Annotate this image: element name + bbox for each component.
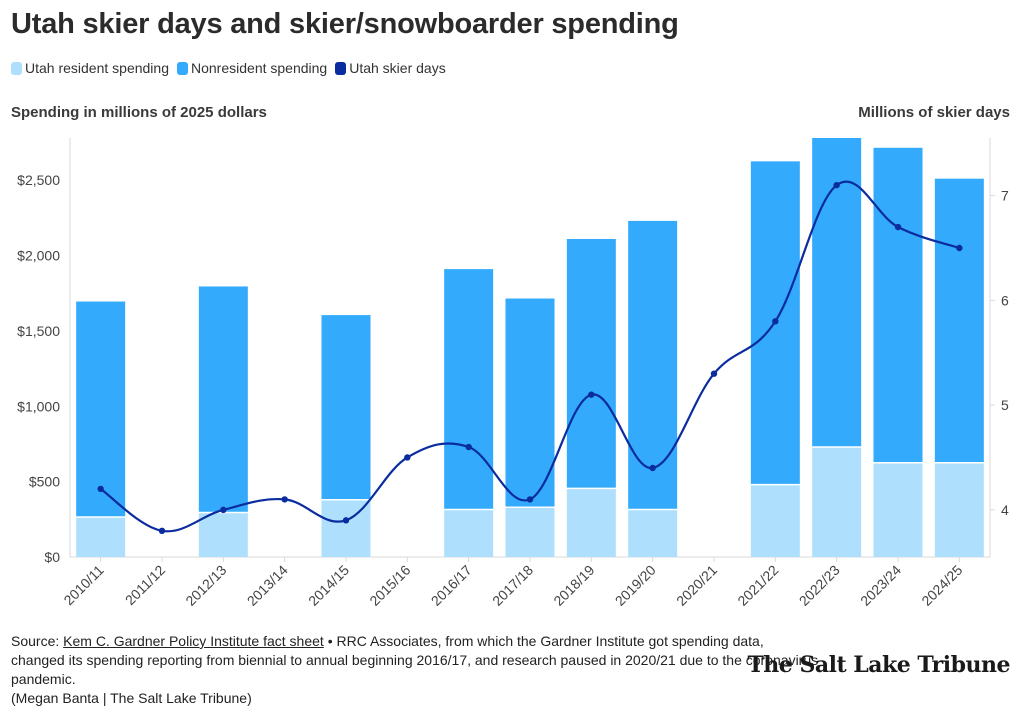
bar-resident (444, 509, 494, 557)
source-text: • RRC Associates, from which the Gardner… (11, 633, 819, 687)
bar-nonresident (628, 220, 678, 510)
skier-days-point (158, 527, 166, 535)
legend-swatch-nonresident (177, 61, 188, 75)
bar-nonresident (812, 138, 862, 447)
legend-label-nonresident: Nonresident spending (191, 60, 328, 76)
legend-item-nonresident: Nonresident spending (177, 60, 327, 76)
left-tick-label: $0 (44, 549, 60, 565)
x-tick-label: 2022/23 (796, 562, 843, 609)
legend-swatch-resident (11, 61, 22, 75)
skier-days-point (526, 496, 534, 503)
x-tick-label: 2023/24 (857, 562, 904, 609)
bar-nonresident (321, 315, 371, 500)
skier-days-point (649, 464, 656, 472)
source-prefix: Source: (11, 633, 64, 649)
bar-resident (505, 507, 555, 557)
left-tick-label: $2,500 (17, 172, 60, 188)
legend-swatch-skier-days (335, 61, 347, 75)
skier-days-point (97, 485, 104, 493)
skier-days-point (894, 223, 902, 231)
line-layer (97, 180, 963, 535)
x-tick-label: 2024/25 (918, 562, 965, 609)
skier-days-point (588, 391, 595, 398)
footer: Source: Kem C. Gardner Policy Institute … (11, 632, 821, 708)
right-tick-label: 6 (1001, 292, 1009, 308)
legend-item-resident: Utah resident spending (11, 60, 169, 76)
right-tick-label: 7 (1001, 188, 1009, 204)
skier-days-point (220, 506, 227, 514)
legend: Utah resident spending Nonresident spend… (11, 60, 454, 76)
bar-resident (76, 517, 126, 557)
right-axis-title: Millions of skier days (858, 104, 1010, 121)
bar-nonresident (198, 286, 248, 513)
x-tick-label: 2019/20 (612, 562, 659, 609)
skier-days-point (404, 454, 411, 461)
skier-days-point (465, 443, 472, 451)
skier-days-point (772, 318, 779, 325)
bar-nonresident (76, 301, 126, 518)
x-tick-label: 2017/18 (489, 562, 536, 609)
skier-days-point (342, 517, 350, 524)
legend-label-resident: Utah resident spending (25, 60, 169, 76)
x-tick-label: 2021/22 (734, 562, 781, 609)
bar-nonresident (505, 298, 555, 508)
bar-nonresident (444, 269, 494, 510)
bar-nonresident (873, 147, 923, 463)
bar-resident (873, 462, 923, 557)
x-tick-label: 2014/15 (305, 562, 352, 609)
x-tick-label: 2015/16 (366, 562, 413, 609)
right-tick-label: 4 (1001, 502, 1009, 518)
bar-resident (628, 509, 678, 557)
bar-resident (750, 484, 800, 557)
x-tick-label: 2016/17 (428, 562, 475, 609)
right-tick-label: 5 (1001, 397, 1009, 413)
legend-item-skier-days: Utah skier days (335, 60, 446, 76)
x-tick-label: 2013/14 (244, 562, 291, 609)
source-link[interactable]: Kem C. Gardner Policy Institute fact she… (63, 633, 324, 649)
bars-layer (76, 138, 984, 557)
chart-title: Utah skier days and skier/snowboarder sp… (11, 8, 679, 40)
skier-days-point (956, 244, 963, 252)
bar-nonresident (566, 238, 616, 489)
x-tick-label: 2012/13 (182, 562, 229, 609)
x-tick-label: 2010/11 (60, 562, 107, 609)
left-tick-label: $2,000 (17, 248, 60, 264)
bar-resident (198, 512, 248, 557)
left-tick-label: $1,000 (17, 398, 60, 414)
tribune-logo: The Salt Lake Tribune (747, 652, 1010, 678)
bar-resident (812, 446, 862, 557)
skier-days-point (833, 181, 840, 189)
chart-svg: $0 $500 $1,000 $1,500 $2,000 $2,500 4 5 6 7 2010/1… (17, 138, 1009, 609)
skier-days-point (281, 496, 288, 503)
bar-resident (934, 462, 984, 557)
bar-resident (566, 488, 616, 557)
credit-line: (Megan Banta | The Salt Lake Tribune) (11, 690, 252, 706)
x-tick-label: 2020/21 (673, 562, 720, 609)
left-tick-label: $500 (29, 474, 60, 490)
bar-nonresident (934, 178, 984, 463)
skier-days-line (100, 180, 960, 533)
left-axis-title: Spending in millions of 2025 dollars (11, 104, 267, 121)
x-tick-label: 2018/19 (550, 562, 597, 609)
left-tick-label: $1,500 (17, 323, 60, 339)
x-tick-label: 2011/12 (122, 562, 169, 609)
legend-label-skier-days: Utah skier days (349, 60, 446, 76)
skier-days-point (710, 370, 718, 377)
